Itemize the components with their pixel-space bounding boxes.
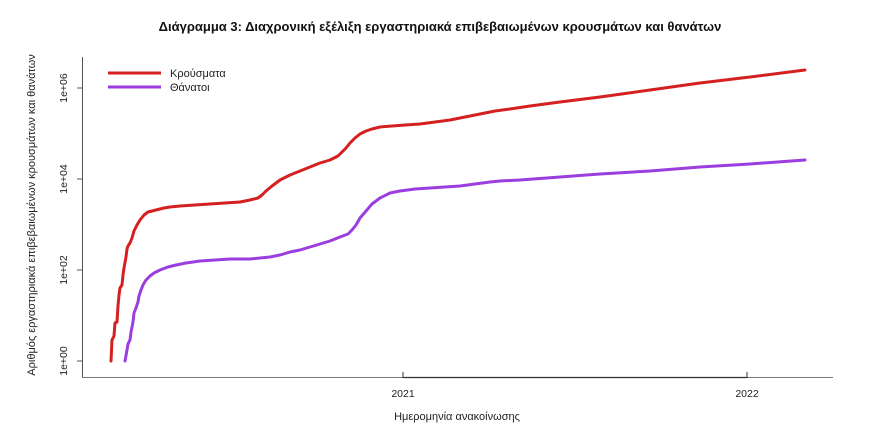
y-tick-label: 1e+00 — [58, 346, 70, 376]
chart-title: Διάγραμμα 3: Διαχρονική εξέλιξη εργαστηρ… — [158, 19, 722, 34]
legend: Κρούσματα Θάνατοι — [108, 68, 226, 94]
legend-label-cases: Κρούσματα — [170, 68, 226, 80]
x-tick-label: 2021 — [391, 388, 415, 400]
legend-label-deaths: Θάνατοι — [170, 82, 210, 94]
cases-line — [109, 68, 807, 363]
y-tick-label: 1e+02 — [58, 255, 70, 285]
y-tick-label: 1e+06 — [58, 73, 70, 103]
deaths-line — [123, 158, 807, 363]
y-axis: 1e+06 1e+04 1e+02 1e+00 — [58, 57, 83, 377]
x-tick-label: 2022 — [735, 388, 759, 400]
x-axis-label: Ημερομηνία ανακοίνωσης — [394, 411, 520, 423]
x-axis: 2021 2022 — [82, 372, 833, 400]
y-tick-label: 1e+04 — [58, 164, 70, 194]
